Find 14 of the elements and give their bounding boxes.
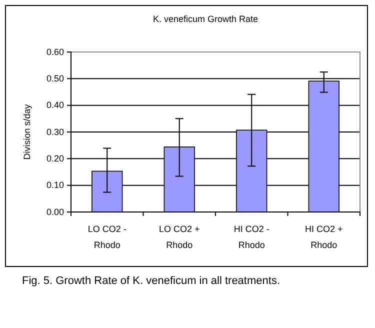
caption: Fig. 5. Growth Rate of K. veneficum in all treatments.: [22, 275, 280, 287]
y-tick-label: 0.00: [46, 206, 64, 217]
x-tick-label: HI CO2 - Rhodo: [234, 224, 270, 250]
x-tick-label: HI CO2 + Rhodo: [304, 224, 343, 250]
x-tick-label: LO CO2 - Rhodo: [88, 224, 126, 250]
y-tick-label: 0.60: [46, 46, 64, 57]
chart-title: K. veneficum Growth Rate: [152, 14, 258, 24]
y-tick-label: 0.40: [46, 100, 64, 110]
y-tick-label: 0.20: [46, 154, 64, 164]
y-tick-label: 0.50: [46, 74, 64, 84]
x-tick-label: LO CO2 + Rhodo: [158, 224, 200, 250]
y-tick-label: 0.10: [46, 180, 64, 190]
y-axis-title: Division s/day: [22, 104, 32, 160]
y-tick-label: 0.30: [46, 126, 64, 137]
